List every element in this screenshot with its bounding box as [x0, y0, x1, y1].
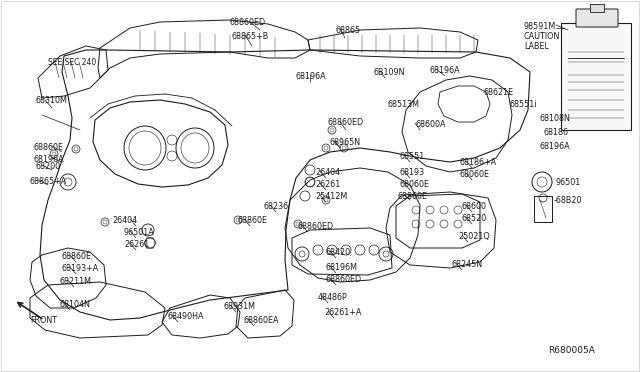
Text: 68104N: 68104N: [60, 300, 91, 309]
Text: 68860E: 68860E: [62, 252, 92, 261]
Text: 68196A: 68196A: [33, 155, 63, 164]
Text: 68965N: 68965N: [330, 138, 361, 147]
Text: 68245N: 68245N: [452, 260, 483, 269]
Text: 96501: 96501: [556, 178, 581, 187]
Text: LABEL: LABEL: [524, 42, 549, 51]
Text: R680005A: R680005A: [548, 346, 595, 355]
Text: 68865+A: 68865+A: [30, 177, 67, 186]
Text: 68513M: 68513M: [387, 100, 419, 109]
Text: 68621E: 68621E: [483, 88, 513, 97]
Text: 68865+B: 68865+B: [232, 32, 269, 41]
Text: 68196A: 68196A: [540, 142, 571, 151]
Bar: [590, 4, 604, 12]
Text: 68600A: 68600A: [415, 120, 445, 129]
Text: 25021Q: 25021Q: [458, 232, 490, 241]
Text: 68860EA: 68860EA: [244, 316, 280, 325]
Text: 68860E: 68860E: [398, 192, 428, 201]
FancyBboxPatch shape: [561, 23, 631, 130]
Text: 68420: 68420: [326, 248, 351, 257]
Text: 98591M: 98591M: [524, 22, 556, 31]
Text: 68551i: 68551i: [510, 100, 538, 109]
Text: 68211M: 68211M: [60, 277, 92, 286]
Text: 68060E: 68060E: [460, 170, 490, 179]
Text: 26261+A: 26261+A: [324, 308, 362, 317]
Text: 68236: 68236: [263, 202, 288, 211]
Text: 26404: 26404: [315, 168, 340, 177]
Text: 6B109N: 6B109N: [374, 68, 406, 77]
Text: 48486P: 48486P: [318, 293, 348, 302]
Text: 68193+A: 68193+A: [62, 264, 99, 273]
Text: 68860ED: 68860ED: [328, 118, 364, 127]
Text: 68200: 68200: [36, 162, 61, 171]
Text: 68860E: 68860E: [33, 143, 63, 152]
Text: 68196A: 68196A: [430, 66, 461, 75]
Text: 68310M: 68310M: [36, 96, 68, 105]
Text: SEE SEC 240: SEE SEC 240: [48, 58, 96, 67]
Bar: [534, 196, 552, 222]
Text: 68108N: 68108N: [540, 114, 571, 123]
Text: 68186: 68186: [544, 128, 569, 137]
Text: 26261: 26261: [124, 240, 149, 249]
Text: 68860ED: 68860ED: [298, 222, 334, 231]
Text: 68193: 68193: [400, 168, 425, 177]
Text: 96501A: 96501A: [124, 228, 155, 237]
Text: 68490HA: 68490HA: [168, 312, 205, 321]
Text: -68B20: -68B20: [554, 196, 582, 205]
Text: 68060E: 68060E: [400, 180, 430, 189]
Text: FRONT: FRONT: [30, 316, 57, 325]
Text: 68865: 68865: [335, 26, 360, 35]
Text: CAUTION: CAUTION: [524, 32, 561, 41]
Text: 68186+A: 68186+A: [460, 158, 497, 167]
Text: 68520: 68520: [462, 214, 487, 223]
Text: 68600: 68600: [462, 202, 487, 211]
Text: 26261: 26261: [315, 180, 340, 189]
Text: 25412M: 25412M: [315, 192, 348, 201]
FancyBboxPatch shape: [576, 9, 618, 27]
Text: 68551: 68551: [400, 152, 425, 161]
Text: 68196M: 68196M: [326, 263, 358, 272]
Text: 68196A: 68196A: [295, 72, 326, 81]
Text: 26404: 26404: [112, 216, 137, 225]
Text: 68860ED: 68860ED: [326, 275, 362, 284]
Text: 68931M: 68931M: [224, 302, 256, 311]
Text: 68860ED: 68860ED: [230, 18, 266, 27]
Text: 68860E: 68860E: [238, 216, 268, 225]
